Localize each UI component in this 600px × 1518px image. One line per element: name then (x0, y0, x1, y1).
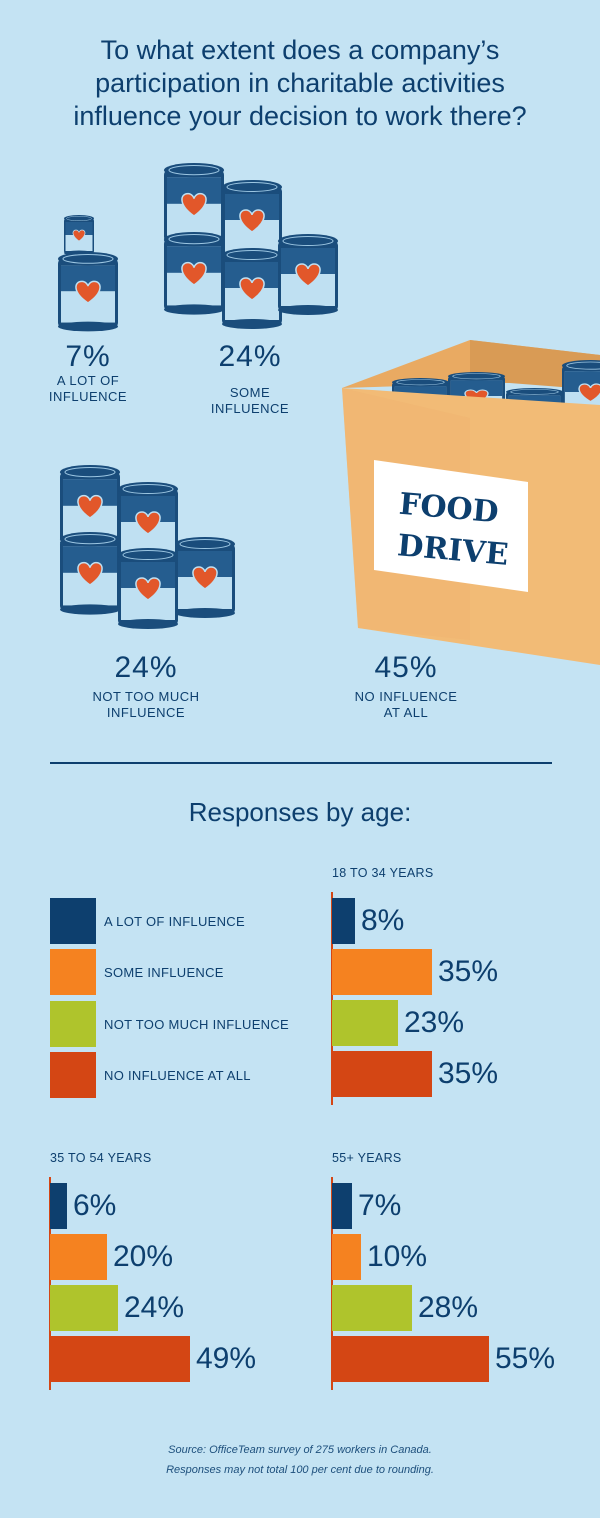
bar (332, 1336, 489, 1382)
bar-value-label: 20% (113, 1240, 174, 1273)
legend-label: NOT TOO MUCH INFLUENCE (104, 1016, 290, 1032)
legend-item-a-lot: A LOT OF INFLUENCE (50, 898, 245, 944)
bar (332, 1234, 361, 1280)
legend-swatch (50, 1052, 96, 1098)
bar-value-label: 6% (73, 1189, 117, 1222)
bar (332, 949, 432, 995)
can-stack-icon-not-too-much (59, 464, 236, 630)
bar-axis (331, 892, 333, 1105)
bar (50, 1234, 107, 1280)
bar-axis (49, 1177, 51, 1390)
bar-value-label: 7% (358, 1189, 402, 1222)
bar-value-label: 35% (438, 1057, 499, 1090)
legend-label: NO INFLUENCE AT ALL (104, 1067, 251, 1083)
bar-value-label: 24% (124, 1291, 185, 1324)
bar (332, 1285, 412, 1331)
bar (332, 1051, 432, 1097)
bar-value-label: 35% (438, 955, 499, 988)
legend-swatch (50, 898, 96, 944)
source-note: Source: OfficeTeam survey of 275 workers… (166, 1444, 434, 1476)
bar-value-label: 55% (495, 1342, 556, 1375)
legend-item-none: NO INFLUENCE AT ALL (50, 1052, 251, 1098)
overall-label-some: SOME INFLUENCE (210, 385, 290, 416)
legend-swatch (50, 949, 96, 995)
bar (50, 1336, 190, 1382)
section-divider (50, 762, 552, 764)
bar-value-label: 23% (404, 1006, 465, 1039)
bar (332, 1000, 398, 1046)
legend-item-not-too-much: NOT TOO MUCH INFLUENCE (50, 1001, 289, 1047)
bar (50, 1285, 118, 1331)
can-stack-icon-a-lot (57, 214, 119, 333)
overall-pct-not-too-much: 24% (114, 651, 178, 684)
food-drive-box-icon (342, 340, 600, 665)
box-label-line1: FOOD (398, 487, 500, 531)
overall-pct-none: 45% (374, 651, 438, 684)
legend-swatch (50, 1001, 96, 1047)
bar-value-label: 8% (361, 904, 405, 937)
overall-pct-some: 24% (218, 340, 282, 373)
can-stack-icon-some (163, 162, 339, 330)
bar-value-label: 10% (367, 1240, 428, 1273)
bar (50, 1183, 67, 1229)
illustration-layer: FOOD DRIVE (57, 162, 600, 665)
group-title: 55+ YEARS (332, 1151, 402, 1165)
legend-label: A LOT OF INFLUENCE (104, 913, 245, 929)
section-subtitle: Responses by age: (188, 797, 412, 827)
group-title: 18 TO 34 YEARS (332, 866, 434, 880)
overall-label-none: NO INFLUENCE AT ALL (354, 689, 458, 720)
bar (332, 1183, 352, 1229)
bar-value-label: 28% (418, 1291, 479, 1324)
bar-axis (331, 1177, 333, 1390)
page-title: To what extent does a company’s particip… (73, 35, 527, 131)
overall-pct-a-lot: 7% (65, 340, 111, 373)
bar (332, 898, 355, 944)
group-title: 35 TO 54 YEARS (50, 1151, 152, 1165)
overall-label-not-too-much: NOT TOO MUCH INFLUENCE (92, 689, 200, 720)
bar-value-label: 49% (196, 1342, 257, 1375)
legend-item-some: SOME INFLUENCE (50, 949, 224, 995)
overall-label-a-lot: A LOT OF INFLUENCE (48, 373, 128, 404)
legend-label: SOME INFLUENCE (104, 964, 224, 980)
